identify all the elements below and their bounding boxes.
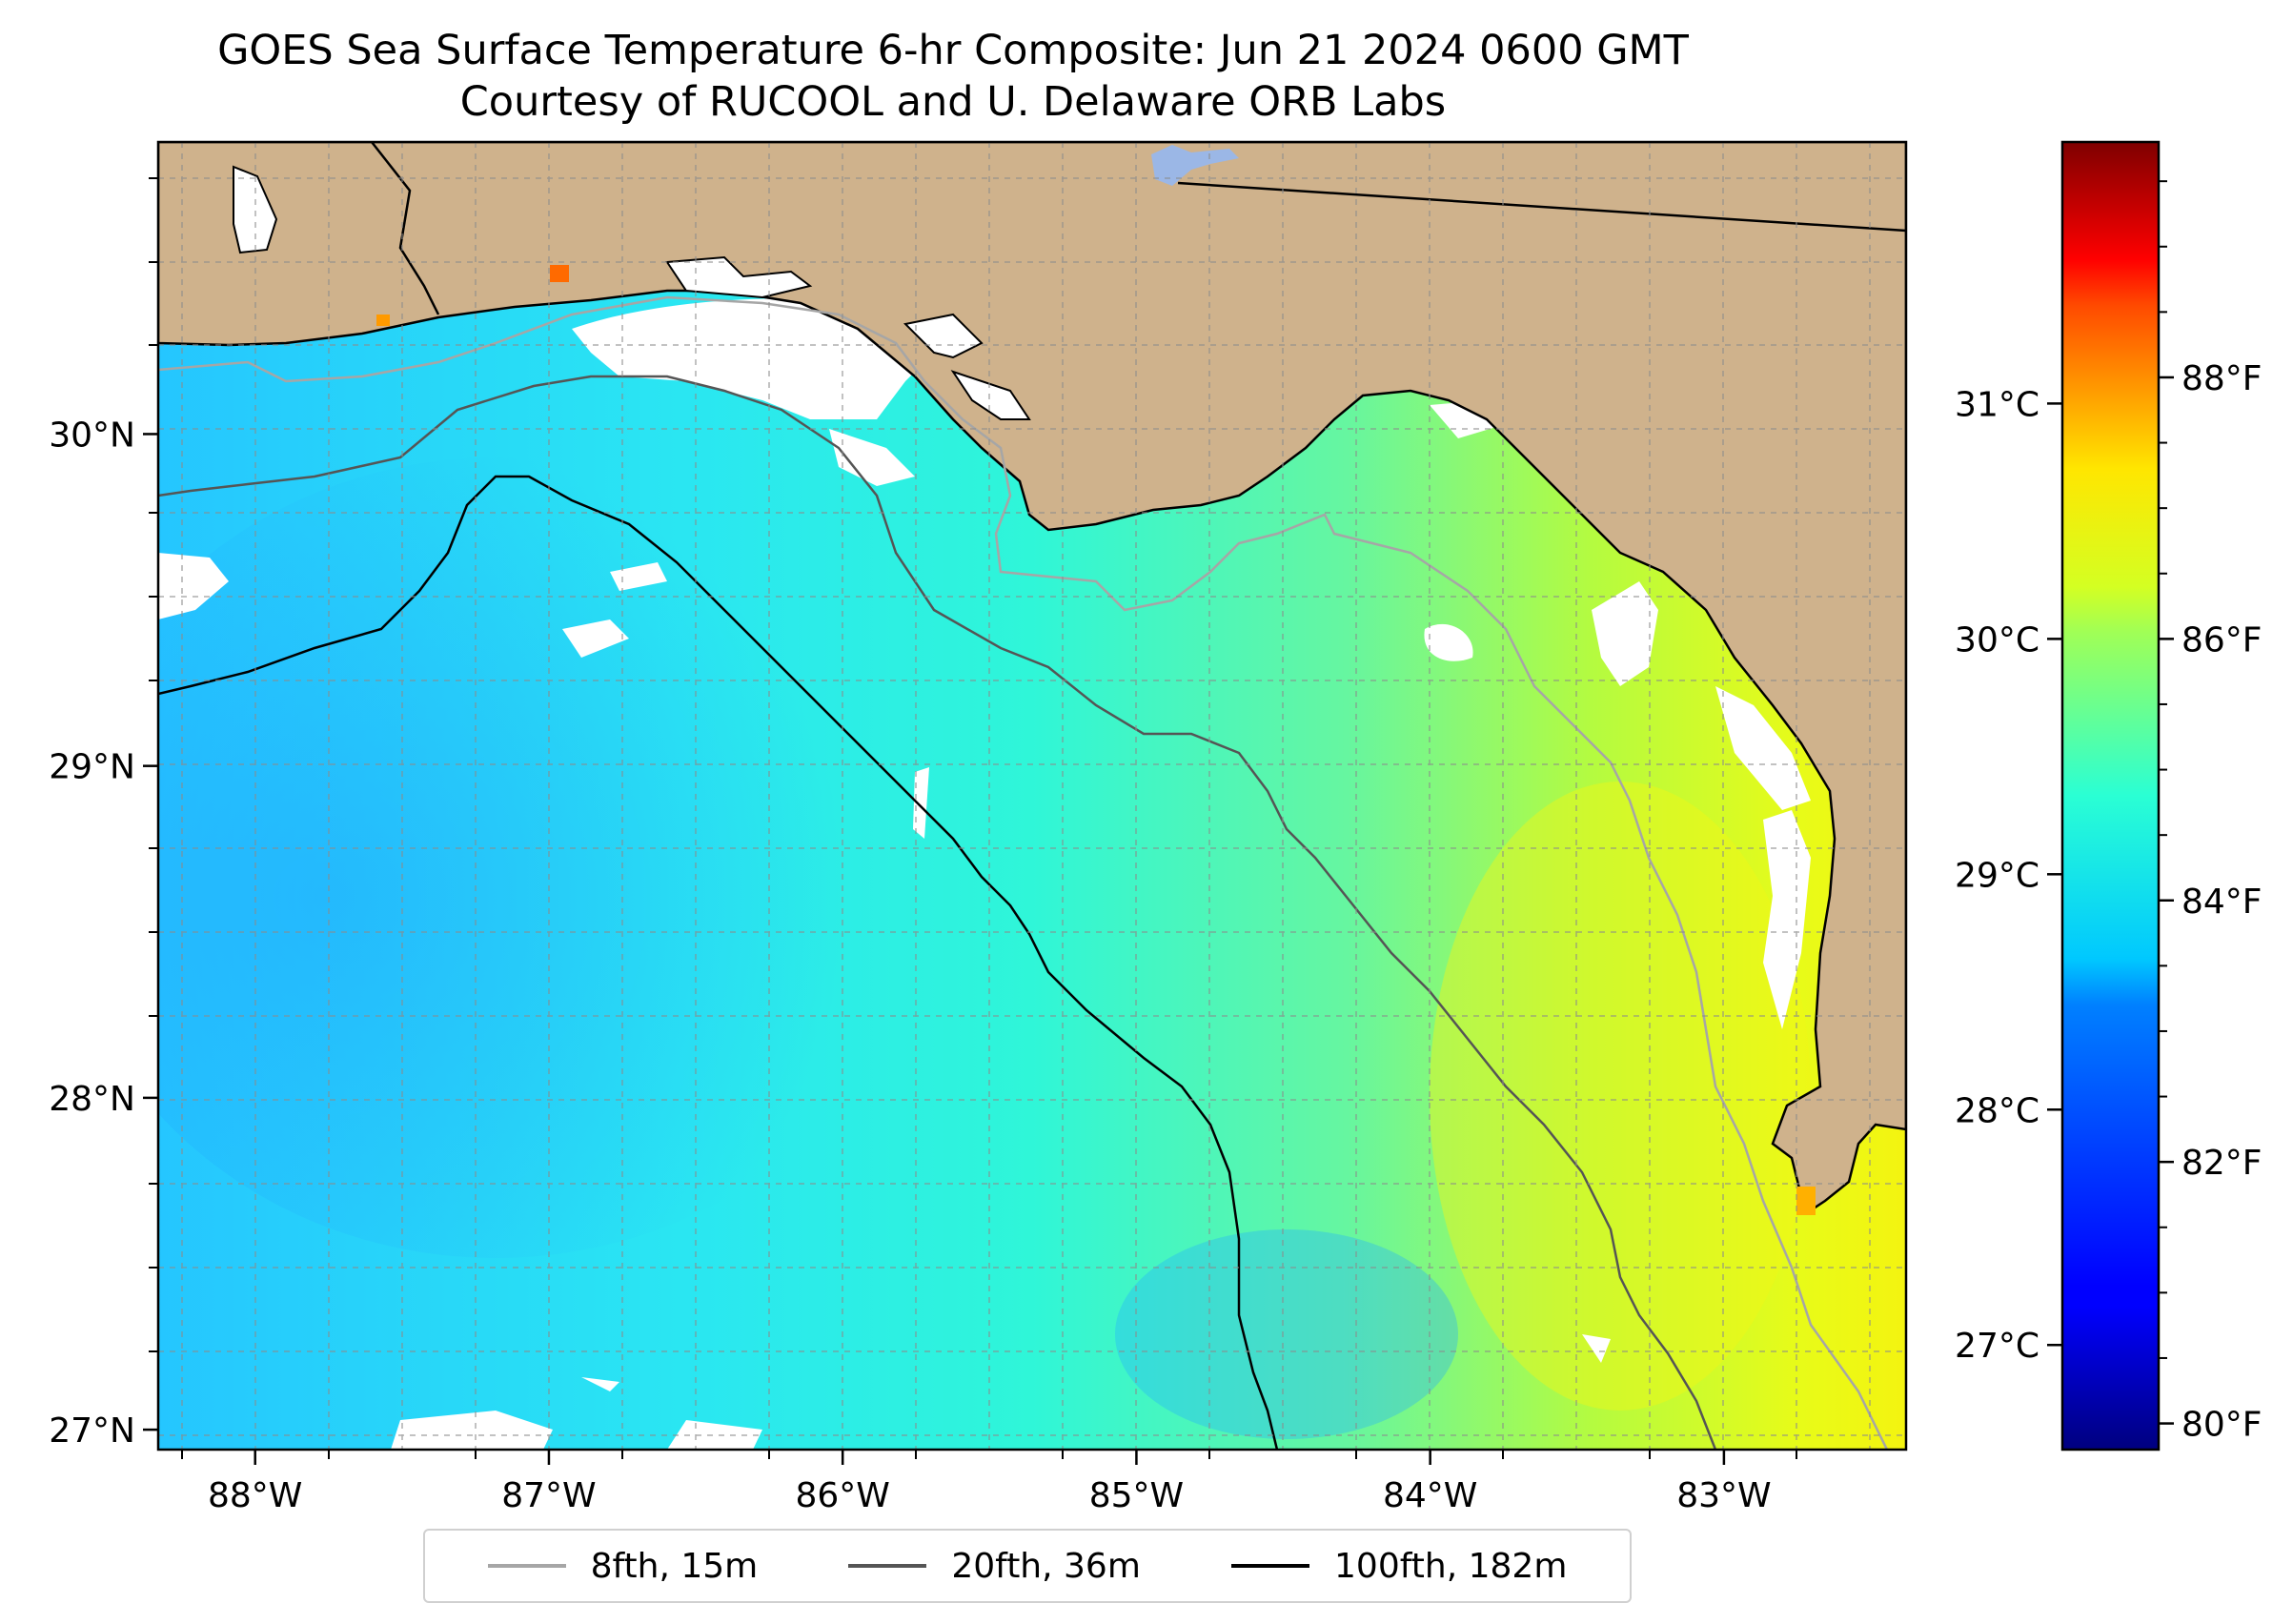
bay	[233, 165, 278, 254]
x-tick-label: 88°W	[208, 1476, 302, 1515]
no-data-patch	[572, 298, 934, 419]
legend-swatch	[487, 1564, 566, 1568]
no-data-patch	[667, 1420, 762, 1450]
cool-eddy	[1115, 1229, 1458, 1439]
state-boundary	[371, 142, 440, 315]
chart-subtitle: Courtesy of RUCOOL and U. Delaware ORB L…	[459, 78, 1447, 126]
isobath-20fth	[158, 375, 1717, 1450]
x-axis-ticks: 88°W 87°W 86°W 85°W 84°W 83°W	[208, 1450, 1772, 1515]
x-tick-label: 87°W	[501, 1476, 596, 1515]
y-tick-label: 27°N	[49, 1411, 135, 1451]
warm-nearshore-region	[1430, 782, 1811, 1411]
no-data-patch	[1592, 581, 1658, 686]
colorbar-c-tick-label: 27°C	[1955, 1327, 2039, 1366]
x-tick-label: 85°W	[1089, 1476, 1184, 1515]
bay	[950, 370, 1031, 420]
map-panel	[158, 142, 1906, 1450]
warm-pixel	[550, 265, 569, 282]
no-data-patch	[158, 553, 229, 619]
colorbar-c-tick-label: 30°C	[1955, 620, 2039, 660]
legend-item: 8fth, 15m	[487, 1546, 759, 1586]
no-data-patch	[1582, 1334, 1611, 1363]
no-data-patch	[562, 619, 629, 658]
warm-pixel	[376, 315, 390, 326]
x-tick-label: 86°W	[795, 1476, 889, 1515]
x-tick-label: 83°W	[1676, 1476, 1771, 1515]
colorbar-f-tick-label: 84°F	[2181, 883, 2263, 922]
cool-water-region	[158, 457, 934, 1258]
warm-pixel	[1796, 1187, 1816, 1215]
minor-ticks	[149, 177, 1797, 1459]
no-data-patch	[1763, 810, 1811, 1029]
y-tick-label: 30°N	[49, 416, 135, 455]
no-data-patch	[913, 767, 929, 839]
legend: 8fth, 15m 20fth, 36m 100fth, 182m	[423, 1529, 1632, 1603]
legend-swatch	[1231, 1564, 1310, 1568]
legend-item: 20fth, 36m	[848, 1547, 1141, 1586]
colorbar-f-tick-label: 80°F	[2181, 1406, 2263, 1445]
map-frame	[156, 140, 1908, 1451]
colorbar	[2060, 140, 2161, 1451]
no-data-patch	[829, 429, 915, 486]
no-data-patch	[581, 1377, 619, 1391]
y-tick-label: 28°N	[49, 1080, 135, 1119]
colorbar-f-tick-label: 86°F	[2181, 620, 2263, 660]
no-data-patch	[1715, 686, 1811, 810]
legend-label: 20fth, 36m	[951, 1546, 1141, 1586]
colorbar-f-tick-label: 82°F	[2181, 1144, 2263, 1183]
y-axis-ticks: 27°N 28°N 29°N 30°N	[49, 416, 158, 1451]
colorbar-c-tick-label: 28°C	[1955, 1091, 2039, 1130]
state-boundary	[1177, 181, 1906, 233]
no-data-patches	[158, 298, 1811, 1450]
lake	[1151, 145, 1239, 186]
legend-label: 100fth, 182m	[1334, 1546, 1568, 1586]
y-tick-label: 29°N	[49, 748, 135, 787]
colorbar-celsius-ticks: 27°C 28°C 29°C 30°C 31°C	[1955, 385, 2062, 1366]
chart-title: GOES Sea Surface Temperature 6-hr Compos…	[217, 27, 1689, 74]
isobath-100fth	[158, 475, 1279, 1450]
legend-label: 8fth, 15m	[590, 1546, 759, 1586]
x-tick-label: 84°W	[1383, 1476, 1477, 1515]
no-data-patch	[391, 1411, 553, 1450]
graticule	[158, 142, 1906, 1450]
isobath-8fth	[158, 295, 1889, 1450]
colorbar-c-tick-label: 29°C	[1955, 856, 2039, 895]
bay	[665, 255, 813, 299]
colorbar-fahrenheit-ticks: 80°F 82°F 84°F 86°F 88°F	[2159, 180, 2263, 1445]
legend-item: 100fth, 182m	[1231, 1547, 1567, 1586]
no-data-patch	[610, 562, 667, 591]
bay	[903, 313, 984, 359]
colorbar-f-tick-label: 88°F	[2181, 359, 2263, 398]
colorbar-c-tick-label: 31°C	[1955, 385, 2039, 424]
legend-swatch	[848, 1564, 927, 1568]
no-data-patch	[1424, 623, 1473, 661]
